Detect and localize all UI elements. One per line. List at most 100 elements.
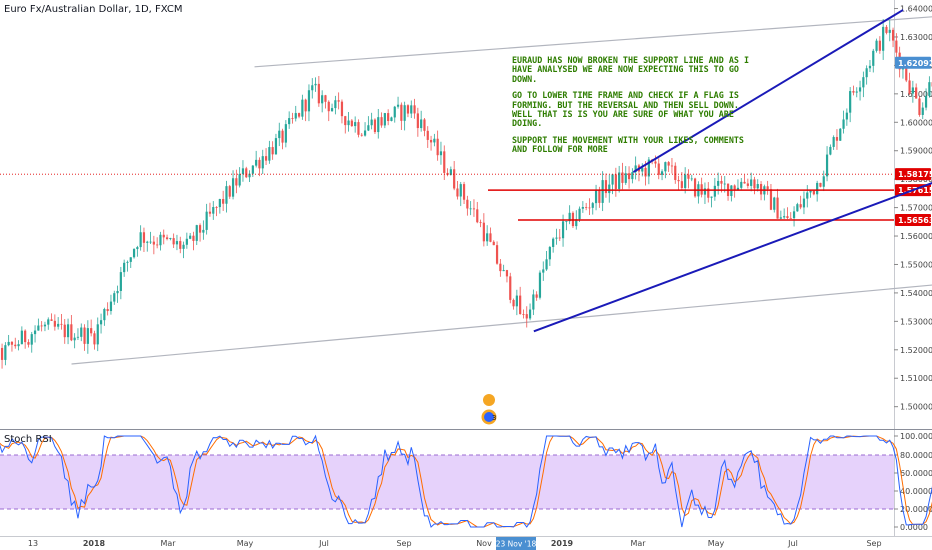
stoch-tick-label: 100.0000	[900, 432, 932, 441]
candle	[33, 325, 37, 343]
candle	[687, 169, 690, 189]
candle-body	[113, 293, 116, 302]
candle	[660, 169, 664, 181]
candle	[149, 231, 152, 244]
candle-body	[647, 159, 650, 177]
candle	[740, 177, 743, 190]
price-tick-label: 1.51000	[900, 374, 932, 383]
candle	[80, 323, 83, 342]
candle-body	[403, 105, 406, 121]
candle-body	[753, 179, 756, 189]
candle	[670, 157, 674, 174]
candle	[222, 190, 225, 211]
candle	[528, 303, 532, 321]
candle	[542, 261, 545, 281]
events-count: 3	[492, 414, 496, 422]
candle	[502, 264, 505, 272]
candle	[198, 223, 202, 242]
candle	[505, 269, 509, 283]
candle-body	[76, 336, 80, 338]
candle-body	[482, 222, 485, 242]
candle-body	[456, 188, 459, 197]
candle	[842, 110, 845, 134]
candle-body	[905, 66, 908, 81]
candle-body	[268, 147, 271, 161]
candle-body	[505, 270, 509, 277]
candle-body	[796, 204, 799, 212]
candle	[495, 241, 499, 265]
price-tag-bg	[895, 214, 931, 227]
candle-body	[921, 107, 924, 115]
candle	[522, 309, 525, 319]
candle-body	[472, 208, 476, 210]
candle	[172, 233, 175, 249]
candle-body	[393, 106, 396, 118]
candle	[743, 174, 746, 184]
candle	[921, 102, 924, 120]
candle-body	[14, 344, 17, 347]
candle-body	[611, 174, 614, 185]
candle	[47, 317, 50, 330]
candle-body	[522, 314, 525, 315]
time-tick-label: Jul	[787, 539, 798, 548]
candle	[165, 234, 169, 241]
candle-body	[773, 197, 776, 210]
time-tick-label: Jul	[318, 539, 329, 548]
candle	[789, 212, 792, 219]
candle	[73, 333, 76, 349]
time-tick-label: 2019	[551, 539, 574, 548]
candle-body	[545, 259, 548, 270]
candle-body	[439, 151, 443, 156]
events-badge: 3	[481, 409, 497, 425]
candle	[779, 210, 782, 220]
candle-body	[60, 323, 63, 325]
candle	[4, 342, 7, 366]
time-tick-label: 2018	[83, 539, 106, 548]
event-badge-icon	[483, 394, 495, 406]
candle-body	[512, 299, 515, 307]
candle	[268, 140, 271, 164]
candle	[119, 266, 122, 300]
candle	[175, 234, 179, 251]
candle-body	[301, 99, 304, 117]
candle-body	[367, 125, 370, 131]
candle-body	[832, 137, 835, 147]
candle	[159, 231, 162, 251]
candle	[634, 156, 637, 180]
candle-body	[360, 134, 363, 136]
candle	[608, 174, 611, 203]
candle	[472, 199, 476, 217]
candle	[251, 164, 254, 177]
candle-body	[558, 237, 561, 239]
candle	[509, 272, 512, 304]
candle-body	[218, 199, 221, 208]
candle	[357, 119, 360, 138]
candle	[30, 331, 33, 353]
candle-body	[624, 173, 627, 183]
candle	[228, 184, 231, 199]
stoch-tick-label: 60.0000	[900, 469, 932, 478]
candle	[245, 166, 248, 179]
candle-body	[469, 208, 472, 210]
candle-body	[816, 182, 819, 195]
candle	[123, 259, 126, 277]
candle-body	[185, 238, 188, 245]
candle	[891, 27, 895, 48]
candle	[373, 118, 377, 135]
candle	[462, 181, 466, 205]
candle-body	[476, 209, 479, 223]
candle	[324, 94, 327, 109]
candle-body	[182, 244, 185, 249]
price-tick-label: 1.63000	[900, 33, 932, 42]
candle	[350, 119, 353, 127]
stoch-tick-label: 0.0000	[900, 523, 928, 532]
candle-body	[162, 234, 165, 238]
candle-body	[882, 26, 885, 51]
candle-body	[245, 168, 248, 178]
candle-body	[578, 208, 581, 220]
candle-body	[736, 187, 740, 190]
candle	[809, 190, 812, 198]
candle	[855, 87, 858, 98]
candle	[585, 202, 588, 211]
